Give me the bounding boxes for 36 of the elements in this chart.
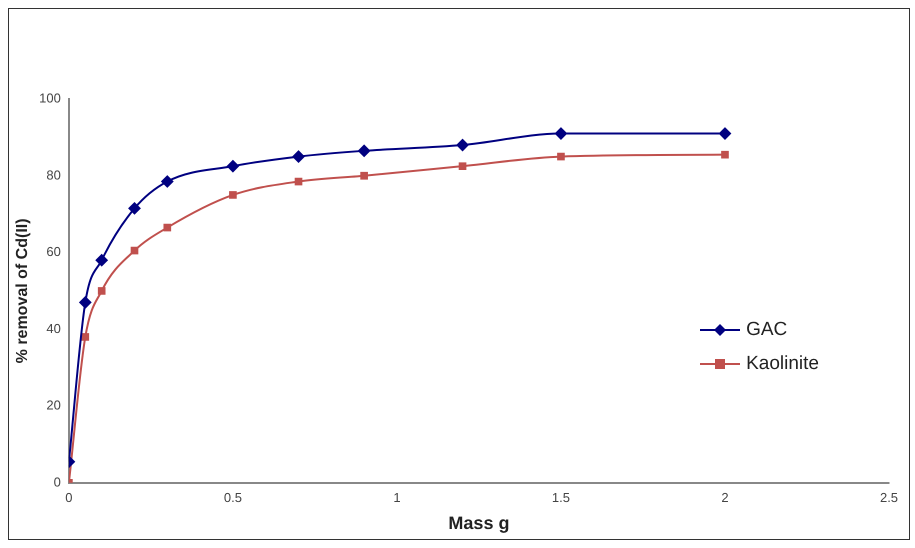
point	[458, 162, 466, 170]
point	[96, 254, 108, 266]
y-tick-label: 0	[54, 474, 61, 490]
x-tick-label: 2.5	[880, 490, 898, 506]
point	[294, 178, 302, 186]
point	[292, 150, 305, 163]
point	[226, 160, 239, 172]
x-tick-label: 0	[65, 490, 73, 506]
point	[229, 191, 237, 199]
y-tick-label: 80	[46, 167, 61, 182]
x-tick-label: 1.5	[552, 490, 570, 506]
point	[130, 246, 138, 254]
point	[128, 202, 140, 214]
point	[360, 172, 368, 180]
point	[456, 139, 469, 152]
legend-label: GAC	[746, 319, 788, 341]
point	[721, 150, 729, 158]
x-tick-label: 0.5	[224, 490, 242, 506]
x-tick-label: 1	[393, 490, 401, 506]
y-axis-title: % removal of Cd(II)	[14, 218, 32, 364]
point	[79, 296, 92, 308]
x-axis-title: Mass g	[448, 513, 510, 534]
point	[358, 144, 370, 157]
point	[81, 333, 90, 341]
y-tick-label: 60	[46, 244, 61, 260]
y-tick-label: 20	[46, 398, 61, 413]
x-tick-label: 2	[721, 490, 729, 506]
point	[718, 128, 731, 140]
point	[163, 224, 172, 232]
legend-label: Kaolinite	[746, 353, 819, 375]
y-tick-label: 40	[46, 320, 61, 336]
point	[98, 287, 106, 295]
point	[554, 128, 567, 140]
point	[557, 152, 565, 160]
point	[161, 176, 174, 188]
y-tick-label: 100	[39, 90, 61, 106]
